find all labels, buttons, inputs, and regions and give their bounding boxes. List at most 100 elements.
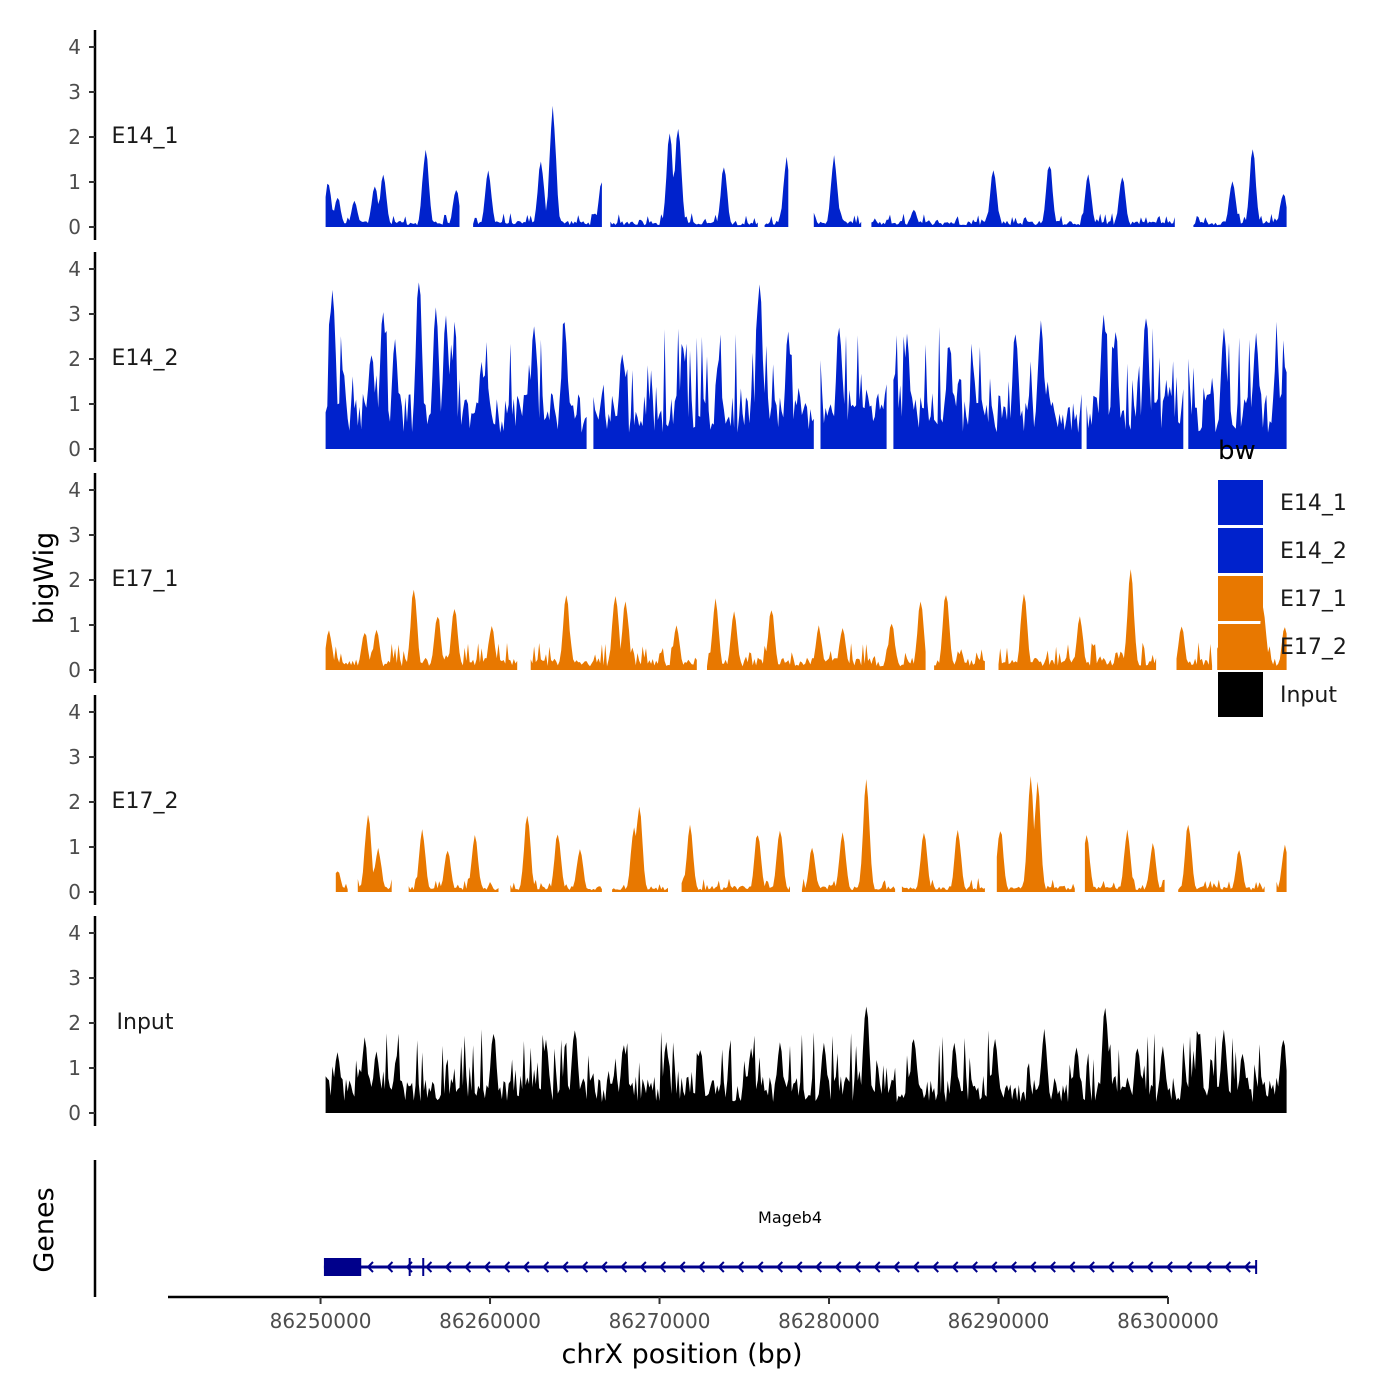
y-tick-label: 0: [68, 215, 81, 239]
legend-swatch-E14_2: [1218, 528, 1263, 573]
strand-arrow: [444, 1261, 452, 1273]
track-label: E17_2: [112, 789, 179, 814]
legend-swatch-E14_1: [1218, 480, 1263, 525]
strand-arrow: [464, 1261, 472, 1273]
y-tick-label: 2: [68, 790, 81, 814]
strand-arrow: [1204, 1261, 1212, 1273]
y-tick-label: 0: [68, 437, 81, 461]
strand-arrow: [1009, 1261, 1017, 1273]
x-tick-label: 86270000: [609, 1309, 711, 1333]
strand-arrow: [1165, 1261, 1173, 1273]
strand-arrow: [990, 1261, 998, 1273]
y-tick-label: 1: [68, 392, 81, 416]
y-tick-label: 3: [68, 745, 81, 769]
strand-arrow: [658, 1261, 667, 1273]
strand-arrow: [756, 1261, 764, 1273]
strand-arrow: [873, 1261, 881, 1273]
y-tick-label: 3: [68, 80, 81, 104]
strand-arrow: [912, 1261, 920, 1273]
gene-name-label: Mageb4: [758, 1208, 822, 1227]
y-tick-label: 2: [68, 125, 81, 149]
y-tick-label: 2: [68, 347, 81, 371]
tracks-layer: 0 1 2 3 4 E14_1 0 1 2 3 4 E14_2 0 1 2 3 4 E17_1 0 1 2 3 4 E17_2…: [68, 30, 1287, 1126]
strand-arrow: [775, 1261, 784, 1273]
track-label: Input: [117, 1010, 174, 1035]
track-E17_1: 0 1 2 3 4 E17_1: [68, 473, 1287, 683]
strand-arrow: [717, 1261, 725, 1273]
legend: bw E14_1 E14_2 E17_1 E17_2 Input: [1218, 436, 1347, 717]
strand-arrow: [1068, 1261, 1076, 1273]
y-tick-label: 0: [68, 880, 81, 904]
strand-arrow: [814, 1261, 823, 1273]
strand-arrow: [1146, 1261, 1154, 1273]
y-tick-label: 2: [68, 568, 81, 592]
legend-title: bw: [1218, 436, 1256, 466]
x-tick-label: 86280000: [778, 1309, 880, 1333]
y-tick-label: 1: [68, 170, 81, 194]
y-tick-label: 1: [68, 1056, 81, 1080]
y-tick-label: 0: [68, 658, 81, 682]
strand-arrow: [639, 1261, 647, 1273]
strand-arrow: [619, 1261, 628, 1273]
strand-arrow: [1185, 1261, 1193, 1273]
strand-arrow: [931, 1261, 939, 1273]
strand-arrow: [1224, 1261, 1232, 1273]
strand-arrow: [1107, 1261, 1115, 1273]
y-tick-label: 3: [68, 966, 81, 990]
strand-arrow: [1243, 1261, 1251, 1273]
legend-label: E14_2: [1280, 539, 1347, 564]
strand-arrow: [853, 1261, 861, 1273]
y-tick-label: 4: [68, 921, 81, 945]
track-E17_2: 0 1 2 3 4 E17_2: [68, 695, 1287, 905]
strand-arrow: [1087, 1261, 1095, 1273]
strand-arrow: [970, 1261, 978, 1273]
y-tick-label: 3: [68, 523, 81, 547]
track-E14_2: 0 1 2 3 4 E14_2: [68, 252, 1287, 462]
legend-label: Input: [1280, 683, 1337, 708]
y-tick-label: 1: [68, 835, 81, 859]
strand-arrow: [522, 1261, 530, 1273]
y-tick-label: 4: [68, 35, 81, 59]
track-label: E17_1: [112, 567, 179, 592]
strand-arrow: [561, 1261, 569, 1273]
strand-arrow: [951, 1261, 959, 1273]
gene-exon: [323, 1258, 362, 1276]
track-E14_1: 0 1 2 3 4 E14_1: [68, 30, 1287, 240]
track-label: E14_1: [112, 124, 179, 149]
x-tick-label: 86250000: [270, 1309, 372, 1333]
y-tick-label: 1: [68, 613, 81, 637]
strand-arrow: [1029, 1261, 1037, 1273]
legend-swatch-E17_2: [1218, 624, 1263, 669]
y-tick-label: 2: [68, 1011, 81, 1035]
strand-arrow: [1048, 1261, 1056, 1273]
signal-area-E14_2: [325, 282, 1287, 449]
legend-swatch-E17_1: [1218, 576, 1263, 621]
x-tick-label: 86300000: [1117, 1309, 1219, 1333]
strand-arrow: [366, 1261, 374, 1273]
genes-axis-title: Genes: [29, 1187, 60, 1272]
x-tick-label: 86260000: [439, 1309, 541, 1333]
x-axis-title: chrX position (bp): [561, 1339, 802, 1370]
legend-swatch-Input: [1218, 672, 1263, 717]
gene-exon: [422, 1258, 425, 1276]
strand-arrow: [834, 1261, 842, 1273]
strand-arrow: [736, 1261, 745, 1273]
strand-arrow: [1126, 1261, 1134, 1273]
y-tick-label: 4: [68, 478, 81, 502]
gene-exon: [408, 1258, 411, 1276]
x-tick-label: 86290000: [948, 1309, 1050, 1333]
signal-area-Input: [325, 1006, 1287, 1113]
strand-arrow: [697, 1261, 706, 1273]
strand-arrow: [678, 1261, 686, 1273]
strand-arrow: [483, 1261, 491, 1273]
x-axis: 86250000 86260000 86270000 86280000 86290000…: [168, 1295, 1219, 1333]
track-label: E14_2: [112, 346, 179, 371]
y-tick-label: 4: [68, 700, 81, 724]
signal-area-E14_1: [325, 105, 1287, 227]
strand-arrow: [892, 1261, 900, 1273]
strand-arrow: [386, 1261, 394, 1273]
signal-area-E17_2: [335, 776, 1287, 892]
legend-label: E14_1: [1280, 491, 1347, 516]
y-tick-label: 4: [68, 257, 81, 281]
